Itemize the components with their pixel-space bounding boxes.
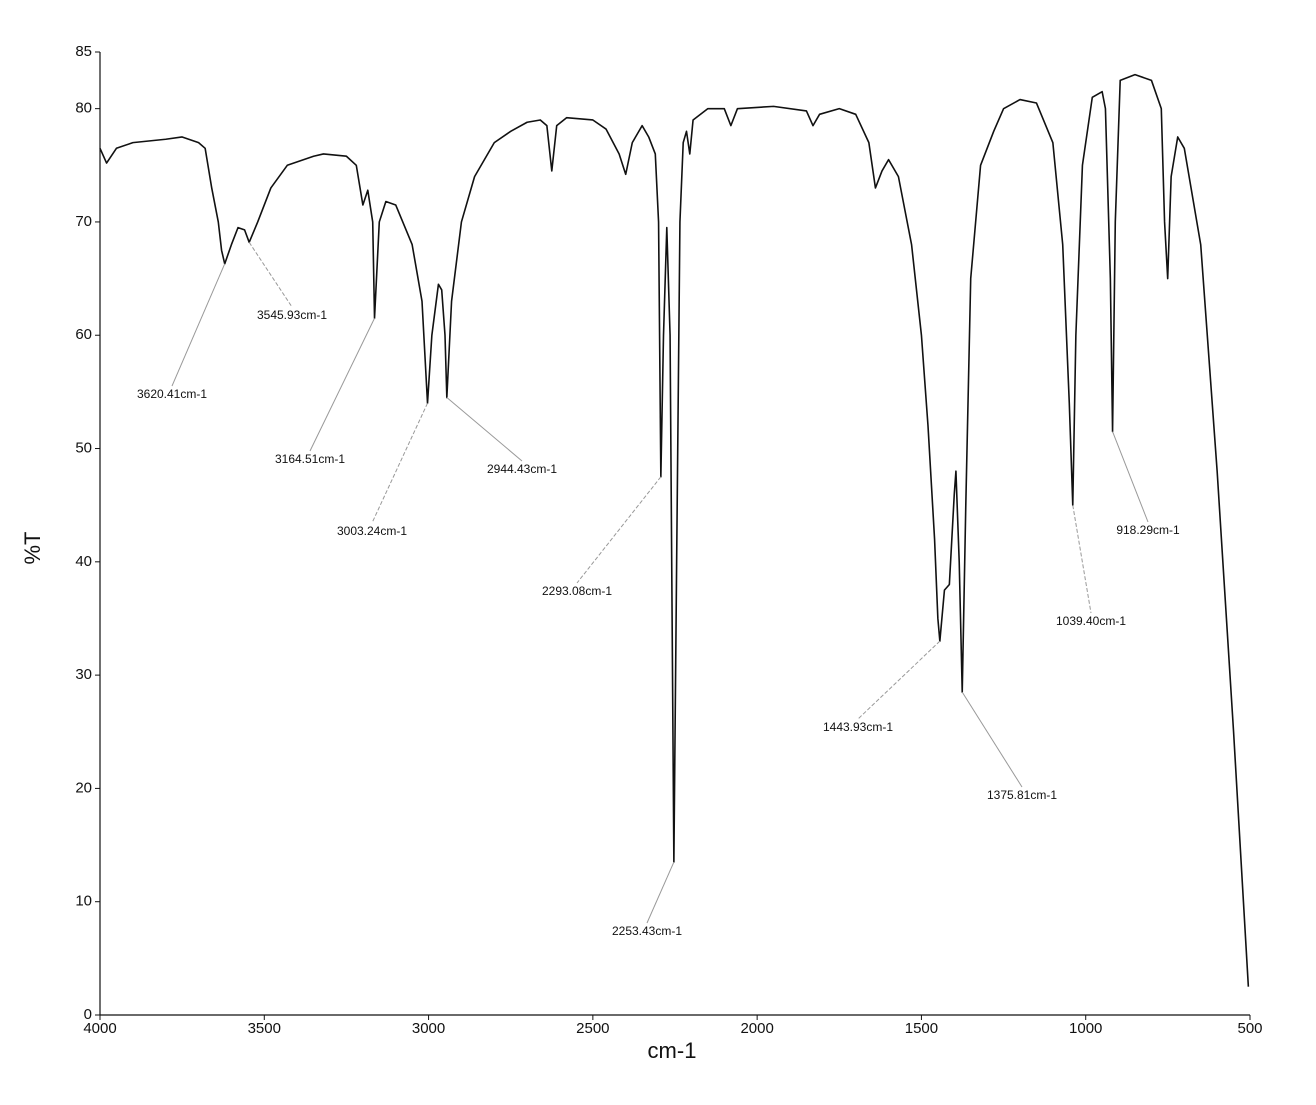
annotation-leader [646, 861, 675, 924]
annotation-leader [1072, 505, 1092, 614]
annotation-label: 3620.41cm-1 [137, 387, 207, 401]
annotation-leader [961, 691, 1023, 788]
x-tick-label: 3500 [248, 1020, 281, 1037]
annotation-leader [446, 397, 523, 462]
x-tick-label: 2500 [576, 1020, 609, 1037]
annotation-leader [576, 476, 662, 584]
annotation-leader [371, 403, 428, 524]
x-tick-label: 1000 [1069, 1020, 1102, 1037]
x-tick-label: 500 [1237, 1020, 1262, 1037]
x-tick-label: 2000 [740, 1020, 773, 1037]
x-tick-label: 3000 [412, 1020, 445, 1037]
x-axis-title: cm-1 [648, 1038, 697, 1063]
annotation-label: 1375.81cm-1 [987, 788, 1057, 802]
y-tick-label: 10 [75, 893, 92, 910]
x-tick-label: 4000 [83, 1020, 116, 1037]
y-tick-label: 85 [75, 43, 92, 60]
annotation-label: 3545.93cm-1 [257, 308, 327, 322]
y-tick-label: 70 [75, 213, 92, 230]
annotation-label: 1039.40cm-1 [1056, 614, 1126, 628]
x-tick-label: 1500 [905, 1020, 938, 1037]
y-tick-label: 20 [75, 779, 92, 796]
y-tick-label: 30 [75, 666, 92, 683]
annotation-label: 3164.51cm-1 [275, 452, 345, 466]
y-tick-label: 50 [75, 439, 92, 456]
annotation-leader [171, 263, 226, 387]
annotation-label: 2944.43cm-1 [487, 462, 557, 476]
annotation-label: 2253.43cm-1 [612, 924, 682, 938]
y-tick-label: 0 [84, 1006, 92, 1023]
y-tick-label: 80 [75, 100, 92, 117]
annotation-label: 1443.93cm-1 [823, 720, 893, 734]
annotation-label: 918.29cm-1 [1116, 523, 1180, 537]
y-tick-label: 60 [75, 326, 92, 343]
annotation-leader [309, 318, 375, 452]
annotation-leader [857, 640, 941, 720]
annotation-leader [248, 242, 293, 308]
y-tick-label: 40 [75, 553, 92, 570]
annotation-leader [1112, 431, 1149, 523]
spectrum-line [99, 73, 1250, 987]
y-axis-title: %T [20, 532, 45, 565]
annotation-label: 2293.08cm-1 [542, 584, 612, 598]
annotation-label: 3003.24cm-1 [337, 524, 407, 538]
